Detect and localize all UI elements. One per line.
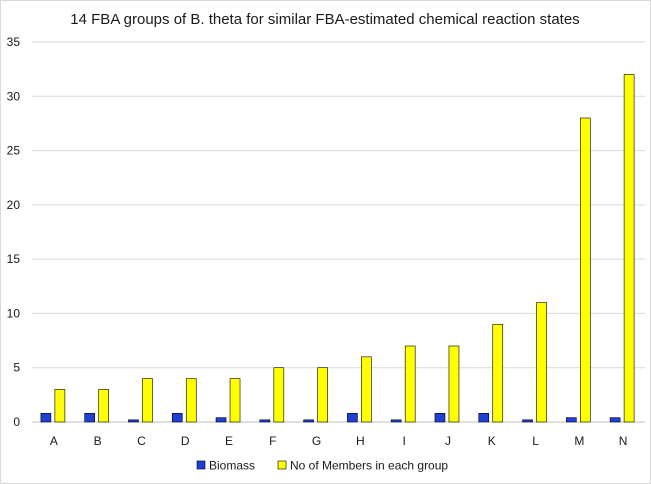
- bars: [40, 74, 635, 423]
- legend-swatch-members: [277, 460, 287, 470]
- bar-members-B: [98, 389, 109, 423]
- bar-biomass-N: [609, 417, 621, 423]
- bar-biomass-C: [128, 419, 139, 423]
- y-tick-label: 25: [7, 144, 21, 158]
- legend-label-members: No of Members in each group: [290, 459, 448, 473]
- x-tick-label: A: [50, 434, 58, 448]
- x-tick-label: D: [181, 434, 190, 448]
- x-tick-label: L: [532, 434, 539, 448]
- bar-members-N: [623, 74, 635, 423]
- x-axis-ticks: A B C D E F G H I J K L M N: [50, 434, 628, 448]
- x-tick-label: H: [356, 434, 365, 448]
- x-tick-label: E: [225, 434, 233, 448]
- y-tick-label: 15: [7, 252, 21, 266]
- bar-biomass-F: [259, 419, 271, 423]
- y-tick-label: 30: [7, 89, 21, 103]
- bar-members-J: [448, 345, 460, 423]
- bar-members-F: [273, 367, 285, 423]
- y-tick-label: 0: [13, 415, 20, 429]
- y-tick-label: 20: [7, 198, 21, 212]
- bar-members-C: [142, 378, 153, 423]
- bar-members-K: [492, 323, 504, 423]
- x-tick-label: I: [403, 434, 406, 448]
- bar-members-E: [229, 378, 241, 423]
- bar-members-I: [404, 345, 416, 423]
- gridlines: [32, 41, 645, 423]
- bar-biomass-G: [303, 419, 314, 423]
- bar-biomass-M: [566, 417, 577, 423]
- bar-biomass-I: [390, 419, 402, 423]
- bar-biomass-B: [84, 413, 95, 423]
- bar-members-L: [536, 302, 547, 423]
- bar-biomass-E: [215, 417, 227, 423]
- x-tick-label: F: [269, 434, 276, 448]
- y-tick-label: 5: [13, 361, 20, 375]
- x-tick-label: B: [94, 434, 102, 448]
- legend: Biomass No of Members in each group: [196, 459, 448, 473]
- x-tick-label: N: [619, 434, 628, 448]
- x-tick-label: G: [312, 434, 321, 448]
- bar-members-G: [317, 367, 328, 423]
- x-tick-label: C: [137, 434, 146, 448]
- y-tick-label: 35: [7, 35, 21, 49]
- bar-biomass-D: [171, 413, 183, 423]
- bar-members-H: [361, 356, 372, 423]
- legend-label-biomass: Biomass: [209, 459, 255, 473]
- bar-biomass-L: [522, 419, 533, 423]
- bar-members-A: [54, 389, 66, 423]
- bar-biomass-J: [434, 413, 446, 423]
- bar-members-M: [580, 117, 591, 423]
- bar-biomass-A: [40, 413, 52, 423]
- chart-title: 14 FBA groups of B. theta for similar FB…: [70, 11, 579, 28]
- y-tick-label: 10: [7, 306, 21, 320]
- x-tick-label: K: [488, 434, 496, 448]
- bar-biomass-H: [347, 413, 358, 423]
- y-axis-ticks: 0 5 10 15 20 25 30 35: [7, 35, 21, 429]
- bar-members-D: [185, 378, 197, 423]
- bar-biomass-K: [478, 413, 490, 423]
- x-tick-label: M: [574, 434, 584, 448]
- x-tick-label: J: [445, 434, 451, 448]
- legend-swatch-biomass: [196, 460, 206, 470]
